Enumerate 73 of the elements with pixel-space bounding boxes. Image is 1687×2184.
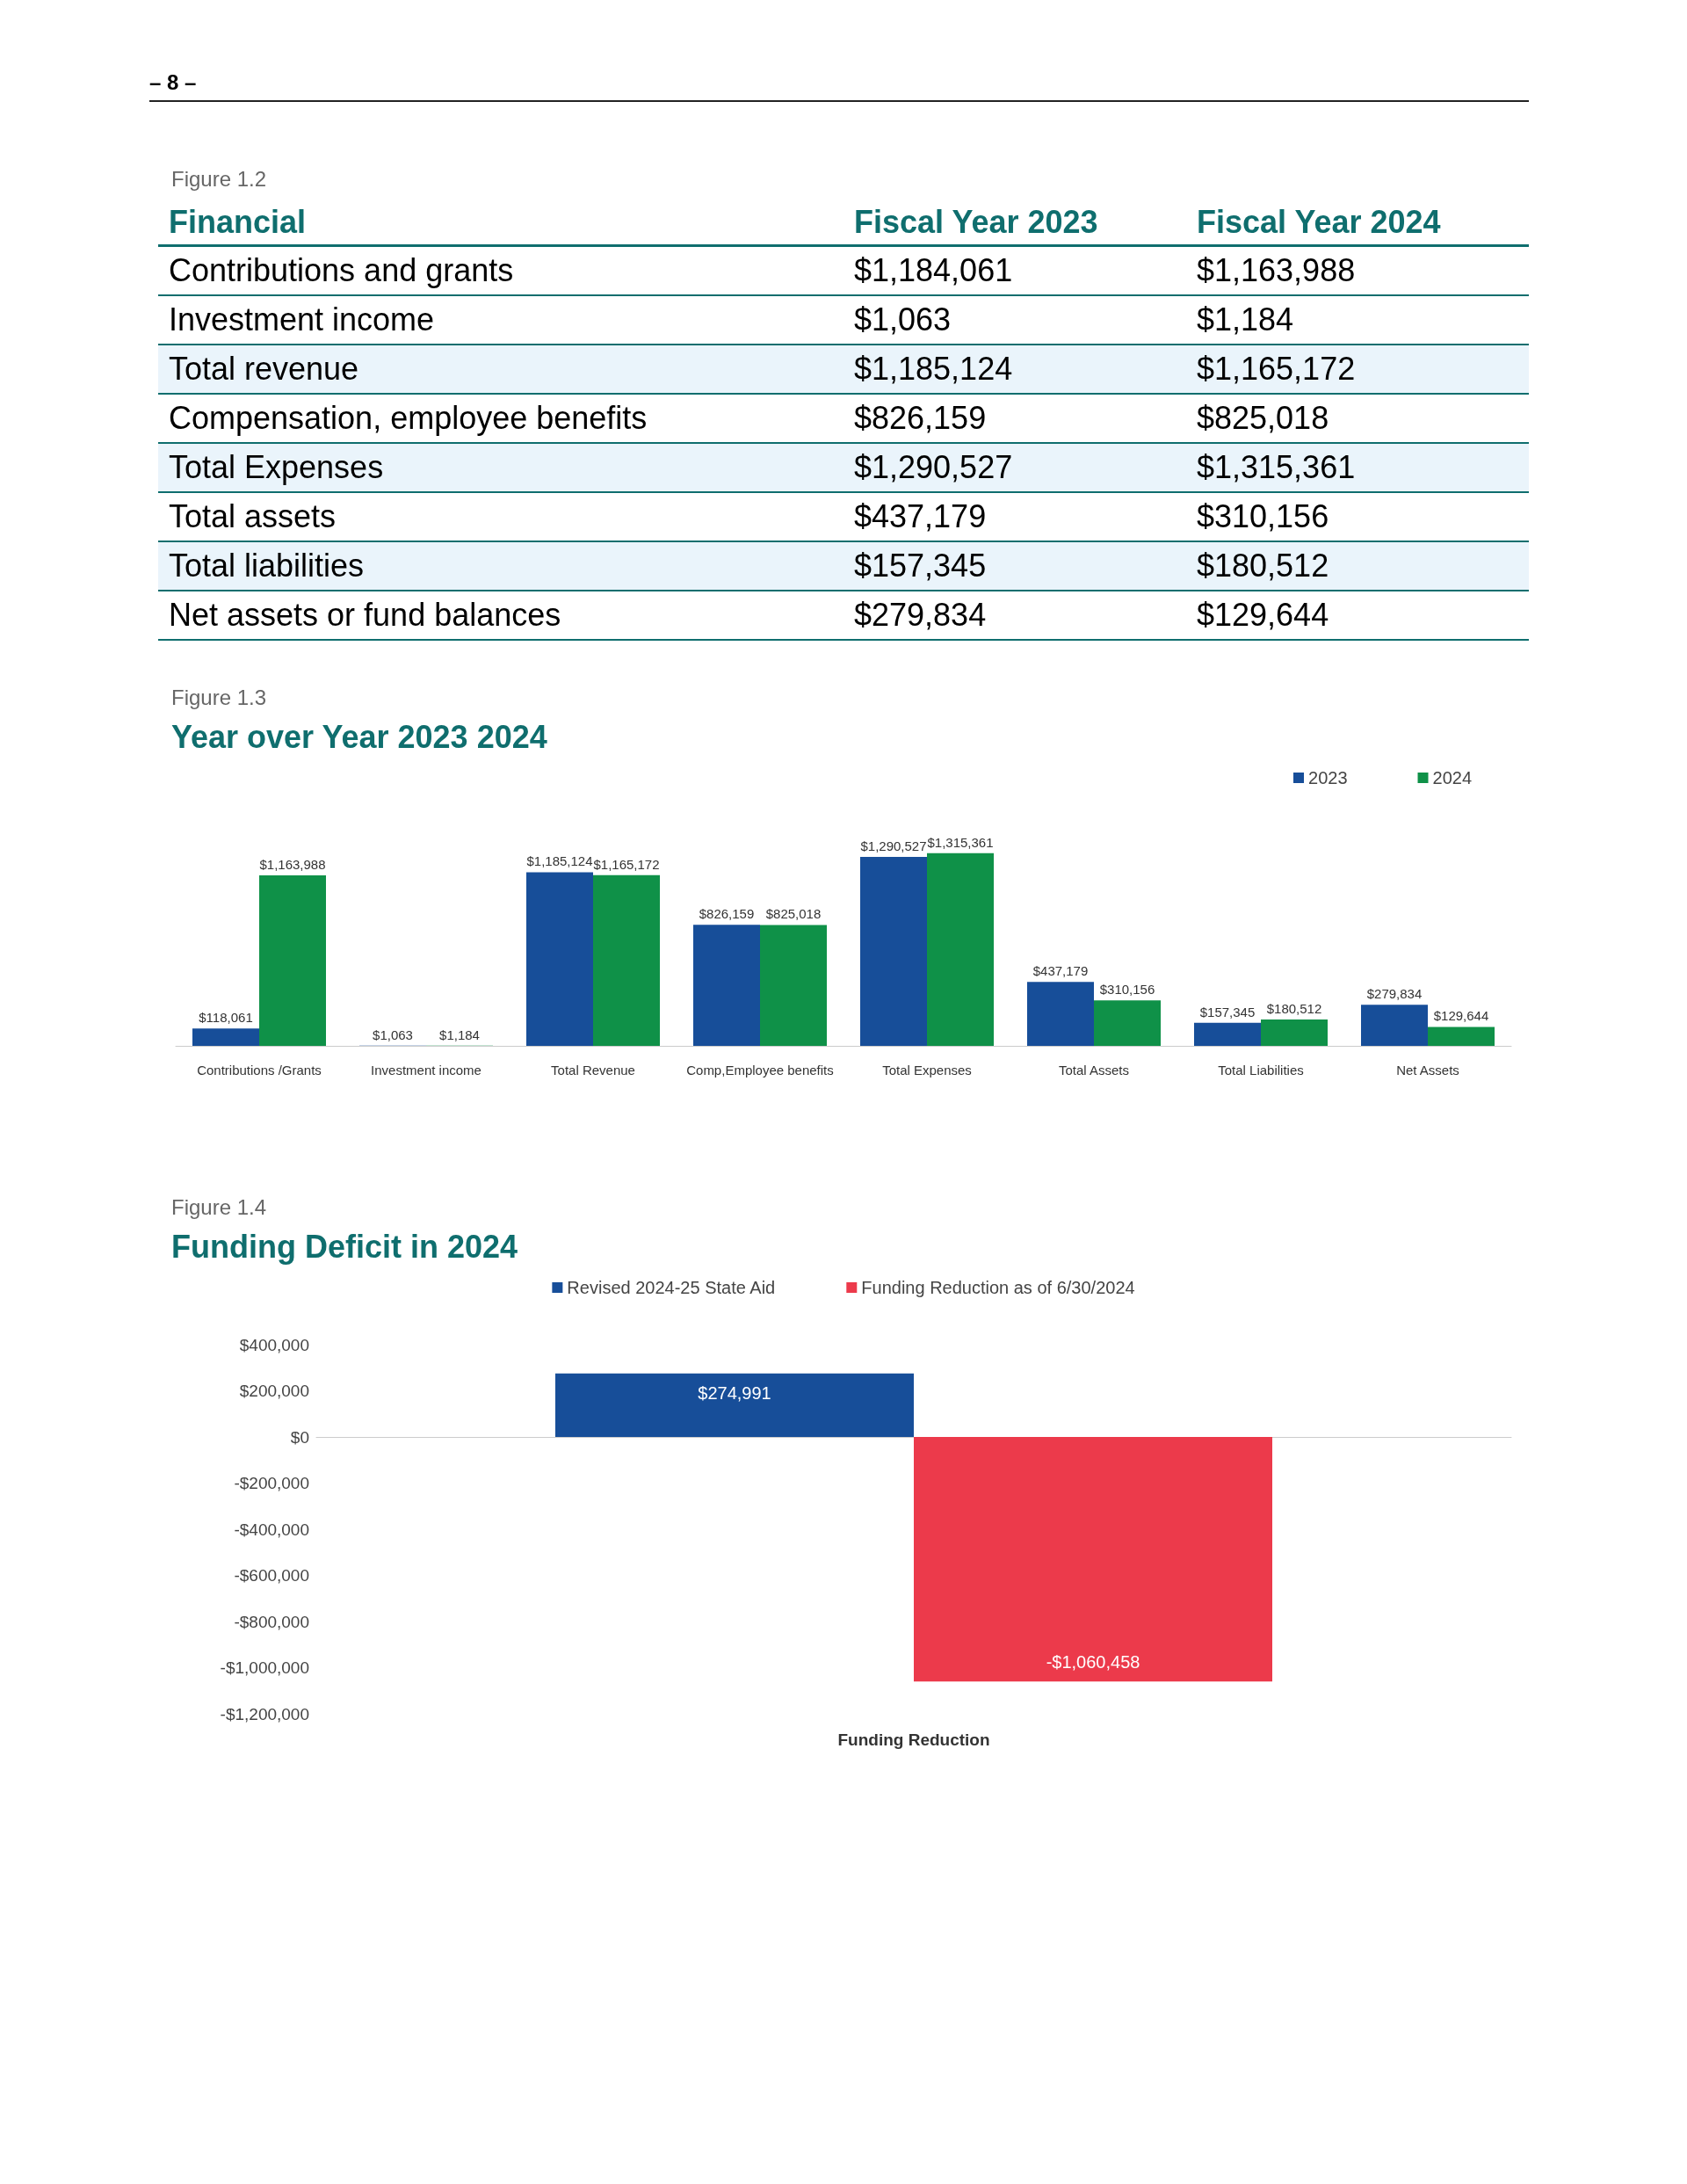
category-label: Total liabilities [158,541,844,591]
category-label: Total assets [158,492,844,541]
data-label: $1,163,988 [1186,245,1529,295]
x-tick-label: Funding Reduction [837,1731,990,1749]
data-label: $825,018 [1186,394,1529,443]
x-tick-label: Contributions /Grants [197,1063,322,1077]
data-label: -$1,060,458 [1046,1652,1140,1672]
data-label: $437,179 [844,492,1186,541]
data-label: $180,512 [1186,541,1529,591]
text: – 8 – [149,70,1529,102]
data-label: $1,290,527 [844,443,1186,492]
data-label: $157,345 [1199,1004,1256,1019]
data-label: $437,179 [1032,963,1089,979]
text: Figure 1.2 [171,167,268,192]
data-label: $279,834 [844,591,1186,640]
text: Fiscal Year 2023 [844,200,1186,246]
text: Fiscal Year 2024 [1186,200,1529,246]
category-label: Total Expenses [158,443,844,492]
data-label: $1,185,124 [526,853,593,869]
chart-subtitle: Figure 1.3 [171,686,268,710]
y-tick-label: -$1,000,000 [220,1658,309,1677]
legend-label: Revised 2024-25 State Aid [567,1278,776,1297]
data-label: $1,184 [439,1027,480,1042]
data-label: $1,063 [844,295,1186,345]
category-label: Contributions and grants [158,245,844,295]
data-label: $157,345 [844,541,1186,591]
x-tick-label: Investment income [371,1063,481,1077]
legend-label: 2023 [1308,768,1348,787]
data-label: $1,184 [1186,295,1529,345]
data-label: $825,018 [765,906,822,922]
y-tick-label: -$600,000 [234,1566,309,1585]
data-label: $1,290,527 [860,838,927,853]
category-label: Compensation, employee benefits [158,394,844,443]
data-label: $274,991 [698,1382,771,1403]
x-tick-label: Total Assets [1058,1063,1130,1077]
data-label: $310,156 [1099,982,1155,998]
y-tick-label: $400,000 [239,1335,309,1354]
data-label: $118,061 [199,1010,253,1026]
text: Financial [158,200,844,246]
category-label: Investment income [158,295,844,345]
data-label: $826,159 [699,906,755,922]
x-tick-label: Total Liabilities [1218,1063,1304,1077]
x-tick-label: Net Assets [1396,1063,1459,1077]
y-tick-label: $0 [290,1427,309,1447]
data-label: $1,185,124 [844,345,1186,394]
y-tick-label: -$800,000 [234,1612,309,1631]
data-label: $1,063 [373,1027,413,1042]
y-tick-label: $200,000 [239,1382,309,1400]
data-label: $310,156 [1186,492,1529,541]
data-label: $1,315,361 [1186,443,1529,492]
data-label: $180,512 [1266,1000,1322,1016]
x-tick-label: Total Expenses [882,1063,972,1077]
category-label: Total revenue [158,345,844,394]
legend-label: 2024 [1432,768,1473,787]
x-tick-label: Total Revenue [551,1063,635,1077]
data-label: $129,644 [1186,591,1529,640]
data-label: $129,644 [1433,1008,1489,1024]
data-label: $1,315,361 [927,834,994,850]
chart-subtitle: Figure 1.4 [171,1195,268,1220]
x-tick-label: Comp,Employee benefits [686,1063,834,1077]
data-label: $1,165,172 [1186,345,1529,394]
data-label: $1,163,988 [259,857,326,872]
chart-title: Year over Year 2023 2024 [171,719,548,756]
data-label: $1,184,061 [844,245,1186,295]
data-label: $826,159 [844,394,1186,443]
category-label: Net assets or fund balances [158,591,844,640]
y-tick-label: -$1,200,000 [220,1704,309,1723]
legend-label: Funding Reduction as of 6/30/2024 [861,1278,1135,1297]
chart-title: Funding Deficit in 2024 [171,1229,519,1266]
data-label: $1,165,172 [593,856,660,872]
y-tick-label: -$400,000 [234,1520,309,1539]
y-tick-label: -$200,000 [234,1474,309,1492]
data-label: $279,834 [1366,986,1423,1002]
